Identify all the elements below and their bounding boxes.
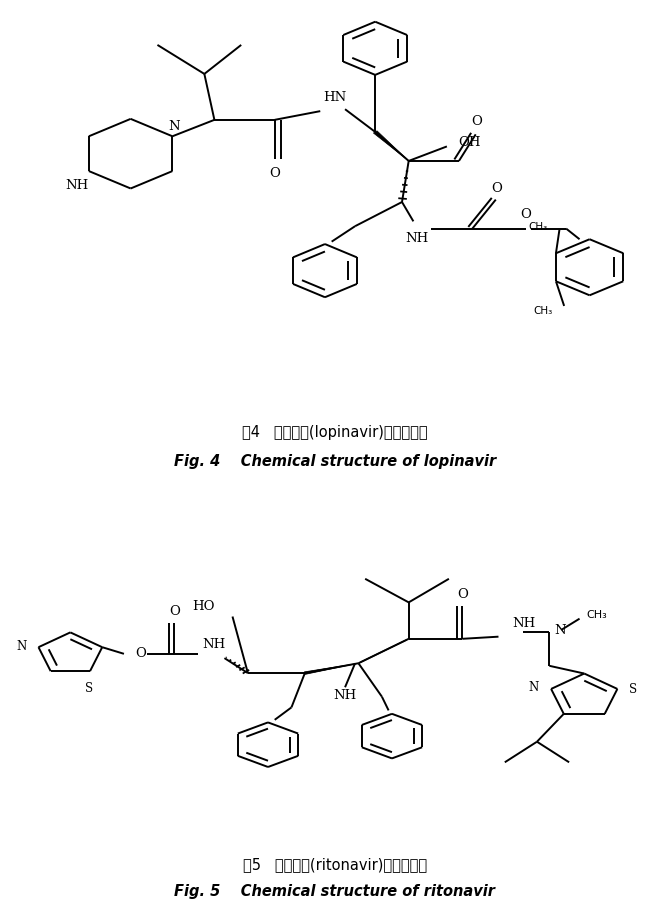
Text: HO: HO bbox=[192, 599, 214, 612]
Text: HN: HN bbox=[324, 91, 346, 104]
Text: S: S bbox=[84, 681, 92, 694]
Text: NH: NH bbox=[512, 616, 535, 630]
Text: NH: NH bbox=[334, 689, 356, 701]
Text: NH: NH bbox=[405, 231, 428, 245]
Text: Fig. 5    Chemical structure of ritonavir: Fig. 5 Chemical structure of ritonavir bbox=[174, 883, 496, 898]
Text: NH: NH bbox=[203, 637, 226, 650]
Text: NH: NH bbox=[65, 179, 88, 192]
Text: O: O bbox=[169, 604, 180, 618]
Text: O: O bbox=[457, 588, 468, 600]
Text: O: O bbox=[521, 208, 531, 220]
Text: CH₃: CH₃ bbox=[533, 305, 553, 315]
Text: O: O bbox=[135, 647, 146, 660]
Text: O: O bbox=[492, 181, 502, 195]
Polygon shape bbox=[304, 663, 358, 675]
Text: OH: OH bbox=[458, 136, 481, 148]
Text: 图5   利托那韦(ritonavir)化学结构式: 图5 利托那韦(ritonavir)化学结构式 bbox=[243, 856, 427, 872]
Text: S: S bbox=[629, 682, 638, 696]
Text: N: N bbox=[555, 624, 566, 637]
Text: O: O bbox=[472, 115, 482, 128]
Text: O: O bbox=[269, 167, 280, 179]
Text: N: N bbox=[529, 681, 539, 693]
Text: N: N bbox=[168, 120, 180, 133]
Text: CH₃: CH₃ bbox=[586, 609, 607, 619]
Text: CH₃: CH₃ bbox=[529, 222, 548, 232]
Polygon shape bbox=[373, 132, 409, 162]
Text: N: N bbox=[16, 639, 26, 652]
Text: 图4   洛匹那韦(lopinavir)化学结构式: 图4 洛匹那韦(lopinavir)化学结构式 bbox=[242, 425, 428, 440]
Text: Fig. 4    Chemical structure of lopinavir: Fig. 4 Chemical structure of lopinavir bbox=[174, 454, 496, 468]
